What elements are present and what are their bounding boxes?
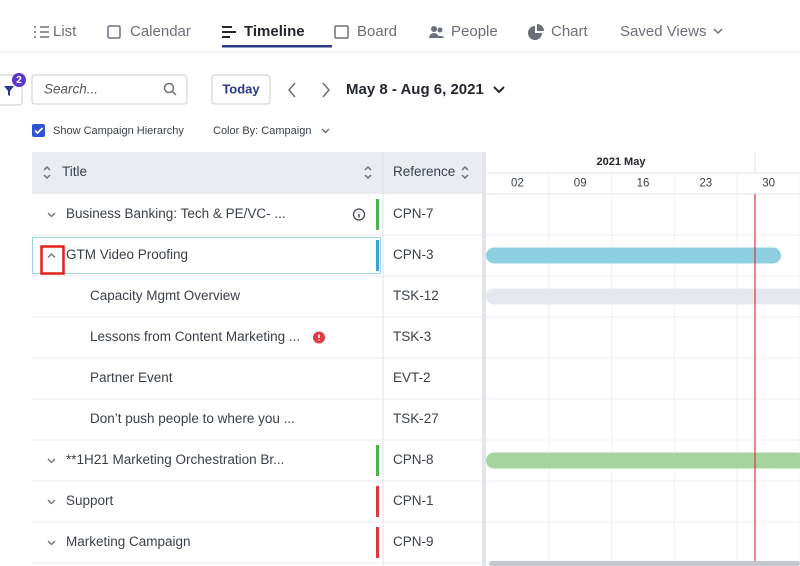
chart-icon (528, 26, 542, 40)
sort-icon (461, 165, 469, 180)
dropdown-chevron (321, 128, 330, 134)
campaign-stripe (376, 486, 379, 517)
pane-splitter (482, 152, 486, 566)
people-icon (429, 33, 444, 38)
timeline-bar[interactable] (486, 452, 800, 469)
header-background (32, 152, 484, 194)
checkbox[interactable] (32, 124, 45, 137)
filter-badge (12, 73, 26, 87)
table-header: Title Reference 2021 May (32, 152, 800, 566)
color-by[interactable]: Color By: Campaign (213, 125, 311, 137)
column-header[interactable]: Reference (393, 164, 455, 179)
info-icon (352, 208, 366, 221)
today-button[interactable] (211, 74, 271, 105)
date-range[interactable]: May 8 - Aug 6, 2021 (346, 81, 484, 98)
tab[interactable]: Board (357, 23, 397, 40)
tab[interactable]: Saved Views (620, 23, 706, 40)
tab[interactable]: People (451, 23, 498, 40)
today-label: Today (222, 81, 260, 96)
active-underline (222, 45, 332, 48)
filter-count: 2 (16, 75, 22, 86)
campaign-stripe (376, 199, 379, 230)
timeline-bar[interactable] (486, 247, 781, 264)
row-title[interactable]: **1H21 Marketing Orchestration Br... (66, 452, 284, 467)
row-title[interactable]: Partner Event (90, 370, 173, 385)
timeline-day: 02 (511, 178, 524, 190)
row-title[interactable]: Support (66, 493, 114, 508)
prev-button[interactable] (288, 82, 296, 98)
search-icon (163, 82, 175, 94)
row-reference: TSK-27 (393, 411, 439, 426)
expand-toggle[interactable] (47, 253, 56, 258)
row-reference: CPN-3 (393, 247, 434, 262)
checkbox-label: Show Campaign Hierarchy (53, 125, 184, 137)
list-icon (34, 26, 49, 38)
row-title[interactable]: Business Banking: Tech & PE/VC- ... (66, 206, 286, 221)
search-placeholder: Search... (44, 82, 98, 97)
people-icon (431, 26, 437, 32)
sort-icon (43, 165, 51, 180)
tab-bar: List Calendar Timeline Board People Char… (0, 23, 800, 53)
row-reference: CPN-8 (393, 452, 434, 467)
search-icon (171, 90, 177, 96)
tab[interactable]: Calendar (130, 23, 191, 40)
toolbar: 2 Search... Today May 8 - Aug 6, 2021 Sh… (0, 73, 505, 137)
scrollbar[interactable] (489, 561, 800, 566)
row-title[interactable]: GTM Video Proofing (66, 247, 188, 262)
campaign-stripe (376, 445, 379, 476)
expand-toggle[interactable] (47, 458, 56, 464)
timeline-day: 30 (762, 178, 775, 190)
row-title[interactable]: Capacity Mgmt Overview (90, 288, 240, 303)
sort-icon (364, 165, 372, 180)
row-reference: CPN-1 (393, 493, 434, 508)
people-icon (437, 27, 443, 33)
timeline-day: 23 (699, 178, 712, 190)
expand-toggle[interactable] (47, 499, 56, 505)
next-button[interactable] (322, 82, 330, 98)
chart-icon (537, 24, 544, 31)
timeline-day: 16 (637, 178, 650, 190)
tab[interactable]: Chart (551, 23, 589, 40)
table-body: 02 09 16 23 30 Business Banking: Tech & PE/VC… (32, 173, 800, 566)
row-reference: TSK-12 (393, 288, 439, 303)
row-reference: CPN-7 (393, 206, 434, 221)
board-icon (334, 25, 349, 39)
highlight-box (40, 245, 65, 275)
search-box[interactable] (31, 74, 188, 105)
row-title[interactable]: Marketing Campaign (66, 534, 191, 549)
filter-icon (4, 86, 14, 96)
row-reference: TSK-3 (393, 329, 431, 344)
selected-row (32, 237, 381, 274)
tab[interactable]: List (53, 23, 77, 40)
timeline-bar[interactable] (486, 288, 800, 305)
timeline-month: 2021 May (597, 156, 647, 168)
row-title[interactable]: Don’t push people to where you ... (90, 411, 295, 426)
timeline-icon (222, 26, 236, 38)
row-reference: EVT-2 (393, 370, 431, 385)
column-header[interactable]: Title (62, 164, 87, 179)
checkmark (34, 127, 44, 135)
expand-toggle[interactable] (47, 212, 56, 218)
dropdown-chevron (713, 28, 723, 35)
tab-active[interactable]: Timeline (244, 23, 305, 40)
row-reference: CPN-9 (393, 534, 434, 549)
expand-toggle[interactable] (47, 540, 56, 546)
campaign-stripe (376, 527, 379, 558)
timeline-day: 09 (574, 178, 587, 190)
calendar-icon (107, 25, 121, 39)
row-title[interactable]: Lessons from Content Marketing ... (90, 329, 300, 344)
date-range-chevron (493, 86, 505, 94)
campaign-stripe (376, 240, 379, 271)
